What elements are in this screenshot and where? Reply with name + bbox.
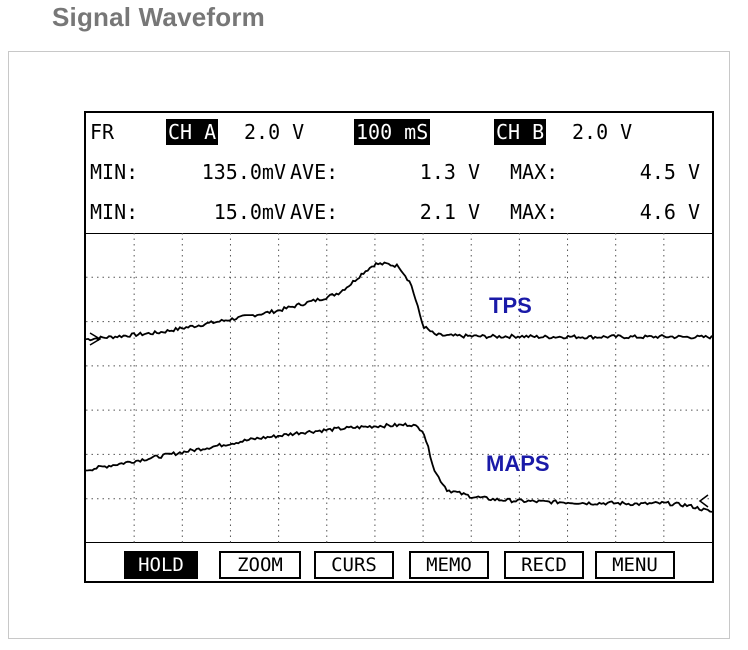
softkey-zoom-button[interactable]: ZOOM xyxy=(219,551,301,579)
ch-a-scale[interactable]: 2.0 V xyxy=(244,120,305,144)
plot-trace-labels: TPS MAPS xyxy=(486,293,550,476)
softkey-memo-button[interactable]: MEMO xyxy=(409,551,489,579)
trace-label-tps: TPS xyxy=(489,293,532,318)
ch-b-min-value: 15.0mV xyxy=(213,200,286,224)
ch-b-min-label: MIN: xyxy=(90,200,139,224)
scope-display: FR CH A 2.0 V 100 mS CH B 2.0 V MIN: 135… xyxy=(84,111,714,583)
trace-label-maps: MAPS xyxy=(486,451,550,476)
ch-a-max-label: MAX: xyxy=(510,160,559,184)
softkey-hold-button[interactable]: HOLD xyxy=(124,551,198,579)
ch-b-ave-value: 2.1 V xyxy=(419,200,480,224)
ch-b-max-value: 4.6 V xyxy=(639,200,700,224)
header-row-settings: FR CH A 2.0 V 100 mS CH B 2.0 V xyxy=(86,113,712,153)
header-row-ch-a-stats: MIN: 135.0mV AVE: 1.3 V MAX: 4.5 V xyxy=(86,153,712,193)
mode-label: FR xyxy=(90,120,115,144)
ch-b-label[interactable]: CH B xyxy=(494,119,547,145)
softkey-recd-button[interactable]: RECD xyxy=(504,551,584,579)
plot-traces xyxy=(86,261,712,513)
timebase-value[interactable]: 100 mS xyxy=(354,119,431,145)
ch-a-max-value: 4.5 V xyxy=(639,160,700,184)
waveform-plot: TPS MAPS xyxy=(86,233,712,543)
softkey-curs-button[interactable]: CURS xyxy=(314,551,394,579)
ch-a-ave-label: AVE: xyxy=(290,160,339,184)
plot-grid xyxy=(86,233,712,543)
header-row-ch-b-stats: MIN: 15.0mV AVE: 2.1 V MAX: 4.6 V xyxy=(86,193,712,233)
ch-b-scale[interactable]: 2.0 V xyxy=(572,120,633,144)
ch-a-min-label: MIN: xyxy=(90,160,139,184)
ch-a-marker-icon xyxy=(89,332,102,346)
ch-b-ave-label: AVE: xyxy=(290,200,339,224)
trace-tps xyxy=(86,261,712,342)
ch-a-min-value: 135.0mV xyxy=(201,160,286,184)
ch-b-marker-icon xyxy=(698,494,709,508)
softkey-bar: HOLD ZOOM CURS MEMO RECD MENU xyxy=(86,547,712,581)
ch-b-max-label: MAX: xyxy=(510,200,559,224)
ch-a-label[interactable]: CH A xyxy=(166,119,219,145)
ch-a-ave-value: 1.3 V xyxy=(419,160,480,184)
trace-maps xyxy=(86,422,712,513)
page-title: Signal Waveform xyxy=(52,2,265,32)
softkey-menu-button[interactable]: MENU xyxy=(595,551,675,579)
